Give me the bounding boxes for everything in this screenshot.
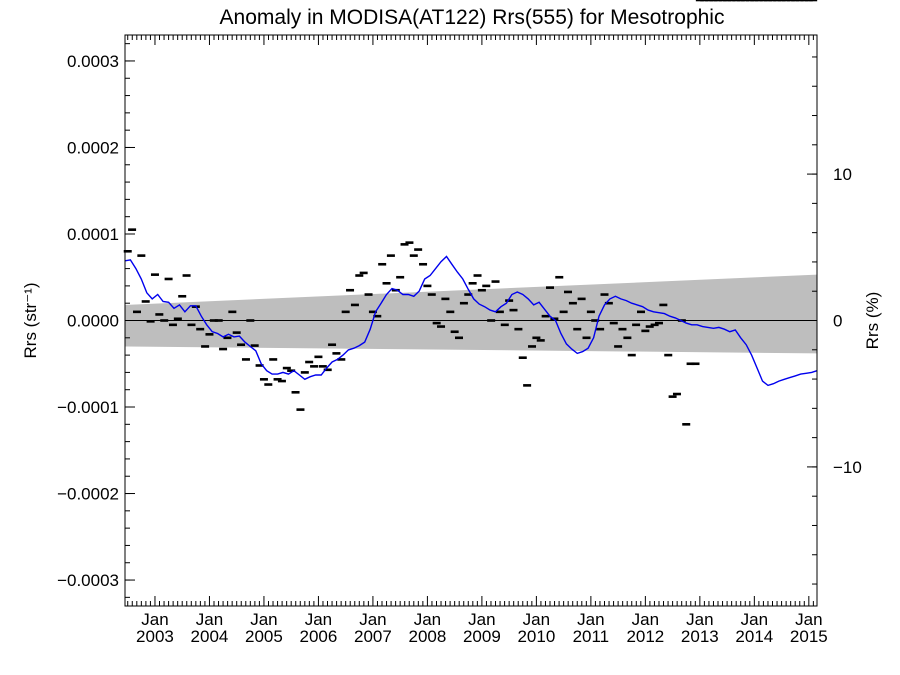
x-tick-month-label: Jan [686, 610, 713, 629]
x-tick-month-label: Jan [468, 610, 495, 629]
x-tick-month-label: Jan [359, 610, 386, 629]
x-tick-year-label: 2005 [245, 627, 283, 646]
left-tick-label: 0.0003 [67, 52, 119, 71]
x-tick-year-label: 2012 [626, 627, 664, 646]
running-mean-line [124, 255, 818, 387]
x-tick-year-label: 2009 [463, 627, 501, 646]
x-tick-month-label: Jan [795, 610, 822, 629]
running-mean-layer [124, 255, 818, 387]
axes: 0.0003 0.0002 0.0001 0.0000 −0.0001 −0.0002 −0… [57, 34, 862, 646]
x-tick-year-label: 2013 [681, 627, 719, 646]
left-tick-label: −0.0001 [57, 398, 119, 417]
chart-title: Anomaly in MODISA(AT122) Rrs(555) for Me… [220, 6, 725, 29]
x-tick-year-label: 2006 [300, 627, 338, 646]
x-tick-year-label: 2010 [517, 627, 555, 646]
monthly-anomaly-points [123, 0, 818, 426]
x-tick-month-label: Jan [196, 610, 223, 629]
uncertainty-band-layer [125, 274, 817, 354]
left-tick-label: −0.0003 [57, 571, 119, 590]
x-tick-year-label: 2007 [354, 627, 392, 646]
left-tick-label: 0.0001 [67, 225, 119, 244]
right-tick-label: −10 [833, 458, 862, 477]
left-tick-label: 0.0002 [67, 138, 119, 157]
y-axis-label-right: Rrs (%) [863, 292, 882, 350]
x-tick-month-label: Jan [305, 610, 332, 629]
right-tick-label: 10 [833, 165, 852, 184]
right-tick-label: 0 [833, 312, 842, 331]
left-tick-label: 0.0000 [67, 312, 119, 331]
x-tick-year-label: 2003 [136, 627, 174, 646]
x-tick-month-label: Jan [741, 610, 768, 629]
x-tick-year-label: 2004 [191, 627, 229, 646]
x-tick-year-label: 2008 [408, 627, 446, 646]
x-tick-month-label: Jan [523, 610, 550, 629]
x-tick-year-label: 2011 [573, 627, 610, 646]
y-axis-label-left: Rrs (str⁻¹) [21, 282, 40, 358]
left-tick-label: −0.0002 [57, 485, 119, 504]
x-tick-month-label: Jan [250, 610, 277, 629]
x-tick-month-label: Jan [577, 610, 604, 629]
uncertainty-band [125, 274, 817, 354]
x-tick-year-label: 2014 [735, 627, 773, 646]
x-tick-year-label: 2015 [790, 627, 828, 646]
x-tick-month-label: Jan [632, 610, 659, 629]
x-tick-month-label: Jan [414, 610, 441, 629]
x-tick-month-label: Jan [141, 610, 168, 629]
